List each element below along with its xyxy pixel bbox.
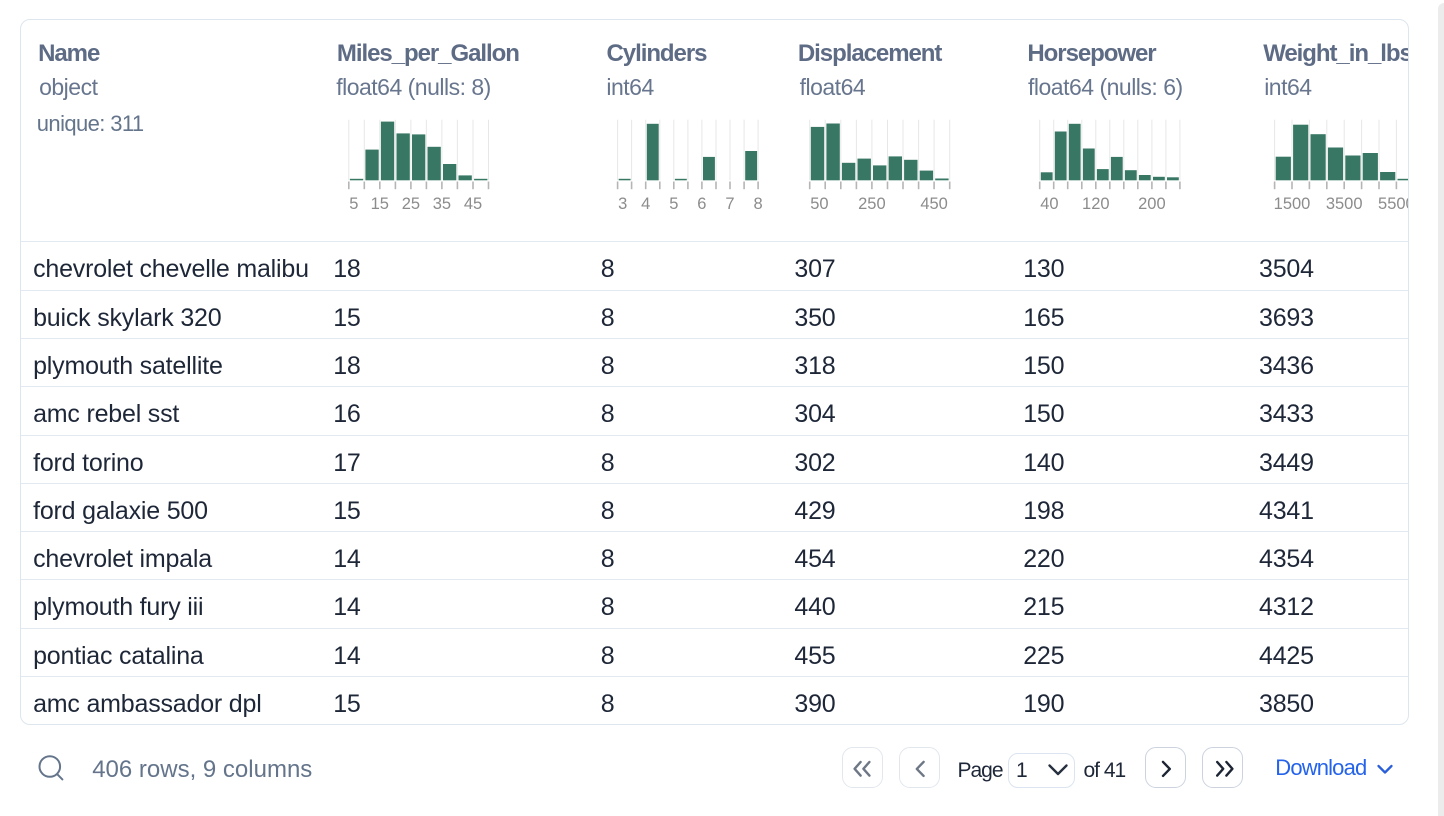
svg-text:5: 5 (669, 195, 678, 213)
svg-text:45: 45 (464, 195, 482, 213)
svg-text:250: 250 (858, 195, 886, 213)
svg-text:8: 8 (754, 195, 763, 213)
svg-text:7: 7 (725, 195, 734, 213)
svg-text:1500: 1500 (1274, 195, 1311, 213)
svg-text:3500: 3500 (1326, 195, 1363, 213)
svg-text:6: 6 (697, 195, 706, 213)
svg-text:35: 35 (433, 195, 451, 213)
svg-text:25: 25 (402, 195, 420, 213)
svg-text:15: 15 (371, 195, 389, 213)
svg-text:40: 40 (1040, 195, 1058, 213)
svg-text:450: 450 (920, 195, 948, 213)
svg-text:5500: 5500 (1378, 195, 1408, 213)
svg-text:50: 50 (810, 195, 828, 213)
svg-text:5: 5 (349, 195, 358, 213)
svg-text:200: 200 (1138, 195, 1166, 213)
svg-text:3: 3 (618, 195, 627, 213)
svg-text:4: 4 (641, 195, 650, 213)
svg-text:120: 120 (1082, 195, 1110, 213)
